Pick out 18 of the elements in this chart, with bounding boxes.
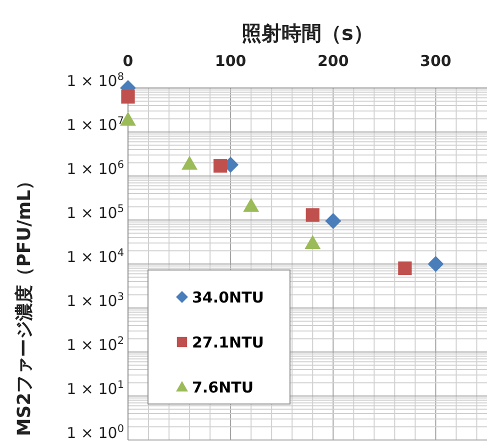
y-tick-label: 1 × 10$^{6}$ bbox=[66, 159, 124, 178]
y-tick-label: 1 × 10$^{0}$ bbox=[66, 423, 124, 442]
y-tick-label: 1 × 10$^{4}$ bbox=[66, 247, 124, 266]
legend-label: 27.1NTU bbox=[192, 333, 264, 352]
y-tick-label: 1 × 10$^{1}$ bbox=[66, 379, 124, 398]
y-tick-label: 1 × 10$^{5}$ bbox=[66, 203, 124, 222]
x-tick-label: 0 bbox=[122, 52, 134, 70]
y-tick-label: 1 × 10$^{2}$ bbox=[66, 335, 124, 354]
y-tick-label: 1 × 10$^{3}$ bbox=[66, 291, 124, 310]
x-axis-title: 照射時間（s） bbox=[242, 21, 374, 45]
legend-label: 34.0NTU bbox=[192, 288, 264, 306]
legend-label: 7.6NTU bbox=[192, 378, 254, 396]
x-tick-label: 100 bbox=[214, 52, 246, 70]
y-axis-title: MS2ファージ濃度（PFU/mL） bbox=[14, 172, 35, 436]
x-tick-label: 200 bbox=[317, 52, 349, 70]
y-tick-label: 1 × 10$^{8}$ bbox=[66, 71, 124, 90]
y-tick-label: 1 × 10$^{7}$ bbox=[66, 115, 124, 134]
x-tick-label: 300 bbox=[420, 52, 452, 70]
